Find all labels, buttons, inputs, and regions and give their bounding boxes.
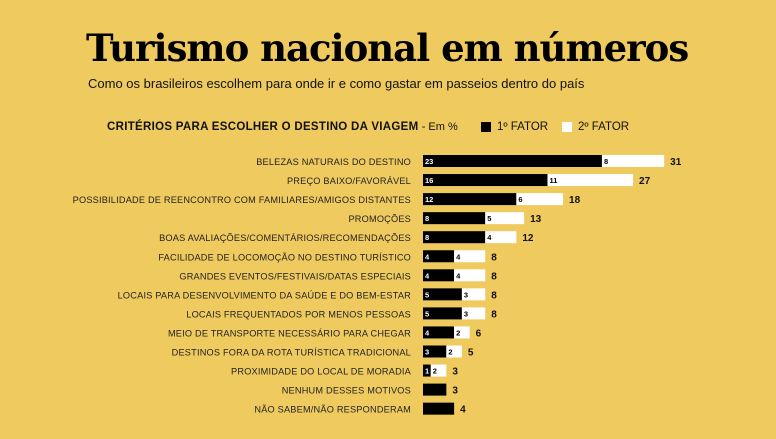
bar-label-first: 8 (425, 214, 429, 223)
bar-first-factor (423, 174, 548, 187)
bar-label-first: 3 (425, 348, 429, 357)
bar-first-factor (423, 231, 486, 244)
total-label: 18 (569, 195, 581, 206)
category-label: BOAS AVALIAÇÕES/COMENTÁRIOS/RECOMENDAÇÕE… (159, 233, 411, 243)
legend-swatch-first (481, 122, 491, 132)
total-label: 8 (491, 252, 497, 263)
category-label: NENHUM DESSES MOTIVOS (282, 386, 411, 396)
bar-first-factor (423, 212, 486, 225)
category-label: NÃO SABEM/NÃO RESPONDERAM (254, 405, 411, 415)
total-label: 5 (468, 348, 474, 359)
category-label: BELEZAS NATURAIS DO DESTINO (256, 157, 411, 167)
bar-label-second: 11 (549, 176, 557, 185)
bar-second-factor (485, 212, 525, 225)
total-label: 3 (452, 367, 458, 378)
bar-label-first: 4 (425, 328, 430, 337)
total-label: 4 (460, 405, 466, 416)
bar-label-first: 5 (425, 309, 429, 318)
bar-first-factor (423, 269, 455, 282)
total-label: 8 (491, 271, 497, 282)
bar-second-factor (454, 269, 486, 282)
bar-second-factor (516, 193, 564, 206)
bar-label-first: 5 (425, 290, 429, 299)
bar-first-factor (423, 383, 447, 396)
bar-label-first: 23 (425, 157, 433, 166)
category-label: PROXIMIDADE DO LOCAL DE MORADIA (231, 367, 412, 377)
bar-label-second: 4 (456, 271, 461, 280)
bar-label-second: 2 (448, 348, 452, 357)
category-label: LOCAIS PARA DESENVOLVIMENTO DA SAÚDE E D… (118, 290, 412, 300)
bar-label-second: 4 (487, 233, 492, 242)
bar-second-factor (446, 345, 462, 358)
bar-label-first: 4 (425, 271, 430, 280)
legend-label-second: 2º FATOR (578, 121, 630, 133)
category-label: POSSIBILIDADE DE REENCONTRO COM FAMILIAR… (73, 195, 411, 205)
bar-second-factor (547, 174, 634, 187)
total-label: 6 (476, 328, 482, 339)
bar-second-factor (454, 326, 470, 339)
bar-first-factor (423, 193, 517, 206)
category-label: PREÇO BAIXO/FAVORÁVEL (287, 176, 411, 186)
chart-unit: - Em % (421, 121, 458, 133)
bar-first-factor (423, 155, 602, 167)
bar-second-factor (485, 231, 517, 244)
total-label: 12 (522, 233, 534, 244)
category-label: MEIO DE TRANSPORTE NECESSÁRIO PARA CHEGA… (168, 328, 411, 338)
bar-label-second: 5 (487, 214, 491, 223)
legend-item-first: 1º FATOR (481, 121, 548, 133)
bar-second-factor (430, 364, 447, 377)
bar-label-first: 8 (425, 233, 429, 242)
bar-first-factor (423, 326, 455, 339)
bar-label-second: 8 (604, 157, 608, 166)
category-label: FACILIDADE DE LOCOMOÇÃO NO DESTINO TURÍS… (158, 252, 411, 262)
chart-title-text: CRITÉRIOS PARA ESCOLHER O DESTINO DA VIA… (107, 121, 419, 133)
bar-first-factor (423, 250, 455, 263)
bar-label-first: 16 (425, 176, 433, 185)
bar-second-factor (461, 307, 486, 320)
total-label: 27 (639, 176, 651, 187)
total-label: 8 (491, 309, 497, 320)
bar-label-first: 12 (425, 195, 433, 204)
bar-second-factor (461, 288, 486, 301)
legend-item-second: 2º FATOR (562, 121, 629, 133)
category-label: PROMOÇÕES (348, 214, 411, 224)
bar-first-factor (423, 402, 455, 415)
legend-swatch-second (562, 122, 572, 132)
chart-title: CRITÉRIOS PARA ESCOLHER O DESTINO DA VIA… (107, 121, 458, 133)
page-subtitle: Como os brasileiros escolhem para onde i… (88, 76, 585, 91)
bar-first-factor (423, 364, 431, 377)
bar-first-factor (423, 288, 462, 301)
bar-label-second: 3 (464, 290, 468, 299)
bar-label-second: 2 (456, 328, 460, 337)
bar-label-second: 4 (456, 252, 461, 261)
total-label: 8 (491, 290, 497, 301)
total-label: 13 (530, 214, 542, 225)
category-label: LOCAIS FREQUENTADOS POR MENOS PESSOAS (186, 309, 411, 319)
bar-label-first: 1 (425, 367, 429, 376)
page-title: Turismo nacional em números (86, 26, 689, 70)
bar-second-factor (454, 250, 486, 263)
bar-label-first: 4 (425, 252, 430, 261)
bar-label-second: 6 (518, 195, 522, 204)
bar-second-factor (601, 155, 665, 167)
legend-label-first: 1º FATOR (497, 121, 549, 133)
bar-label-second: 2 (433, 367, 437, 376)
total-label: 3 (452, 386, 458, 397)
category-label: GRANDES EVENTOS/FESTIVAIS/DATAS ESPECIAI… (179, 271, 411, 281)
bar-label-second: 3 (464, 309, 468, 318)
category-label: DESTINOS FORA DA ROTA TURÍSTICA TRADICIO… (172, 348, 411, 358)
bar-first-factor (423, 307, 462, 320)
bar-first-factor (423, 345, 447, 358)
total-label: 31 (670, 157, 682, 168)
